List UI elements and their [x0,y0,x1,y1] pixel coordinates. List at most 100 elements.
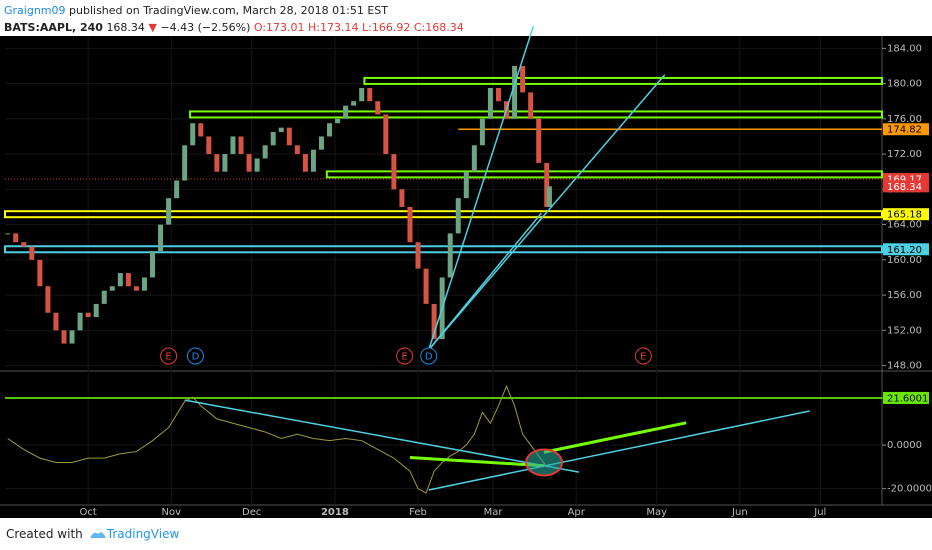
trend-line [428,212,542,351]
last: 168.34 [106,21,145,34]
price-label-box [883,123,929,136]
trend-line [428,74,666,351]
price-label: 165.18 [887,210,922,221]
price-label-box [883,208,929,221]
x-tick-label: Jun [731,507,748,518]
candle [141,277,147,291]
level-band [4,210,883,219]
y-tick-label: 156.00 [887,290,922,301]
price-label: 174.82 [887,125,922,136]
change: −4.43 (−2.56%) [160,21,251,34]
candle [133,286,139,291]
y-tick-label: 184.00 [887,43,922,54]
candle [109,286,115,291]
x-tick-label: Jul [813,507,826,518]
candle [254,158,260,172]
price-label-box [883,243,929,256]
event-marker [420,347,438,365]
price-label: 169.17 [887,175,922,186]
candle [512,65,518,119]
candle [150,251,156,278]
symbol: BATS:AAPL, 240 [4,21,103,34]
brand[interactable]: TradingView [106,527,180,541]
y-tick-label: 152.00 [887,325,922,336]
y-tick-label: 148.00 [887,361,922,372]
candle [546,186,552,207]
price-label: 168.34 [887,182,922,193]
x-tick-label: Nov [162,507,182,518]
x-tick-label: May [646,507,667,518]
candle [383,114,389,155]
candle [117,273,123,287]
created: Created with [6,527,83,541]
candle [5,233,11,235]
candle [77,312,83,331]
y-tick-label: 160.00 [887,255,922,266]
candle [190,123,196,146]
background [0,36,932,518]
candle [182,145,188,181]
event-label: E [640,352,646,363]
candle [222,154,228,172]
candle [246,154,252,172]
trend-line [428,410,810,491]
candle [399,189,405,207]
candle [53,312,59,331]
price-label-box [883,391,929,404]
event-marker [186,347,204,365]
candle [351,101,357,106]
candle [166,198,172,225]
candle [367,87,373,102]
chart: 148.00152.00156.00160.00164.00168.00172.… [0,26,932,518]
candle [61,330,67,344]
candle [101,290,107,304]
candle [335,118,341,124]
trend-line [184,399,580,473]
candle [286,127,292,146]
high: H:173.14 [308,21,359,34]
candle [318,136,324,150]
y-tick-label: 164.00 [887,220,922,231]
candle [479,118,485,146]
candle [158,224,164,252]
candle [69,330,75,344]
candle [21,242,27,247]
x-tick-label: Mar [484,507,504,518]
candle [270,132,276,146]
low: L:166.92 [362,21,411,34]
level-band [363,76,883,85]
x-tick-label: Dec [242,507,261,518]
candle [455,198,461,234]
author[interactable]: Graignm09 [4,4,66,17]
candle [125,273,131,287]
candle [415,242,421,269]
event-label: D [192,352,200,363]
event-label: E [401,352,407,363]
indicator-line [7,384,550,494]
candle [327,123,333,137]
candle [375,101,381,115]
price-label-box [883,180,929,193]
candle [206,136,212,155]
level-band [189,110,883,119]
candle [238,136,244,155]
candle [214,154,220,172]
candle [302,154,308,172]
arrow: ▼ [148,21,157,34]
candle [278,127,284,133]
candle [343,105,349,119]
y-tick-label: 180.00 [887,79,922,90]
price-label: 161.20 [887,245,922,256]
candle [520,65,526,93]
event-label: E [165,352,171,363]
candle [13,233,19,243]
trend-line [409,455,545,468]
candle [262,145,268,159]
close: C:168.34 [413,21,464,34]
candle [29,246,35,260]
header: Graignm09 published on TradingView.com, … [4,2,464,36]
candle [544,162,550,207]
published: published on TradingView.com, March 28, … [69,4,389,17]
trend-line [543,421,687,454]
